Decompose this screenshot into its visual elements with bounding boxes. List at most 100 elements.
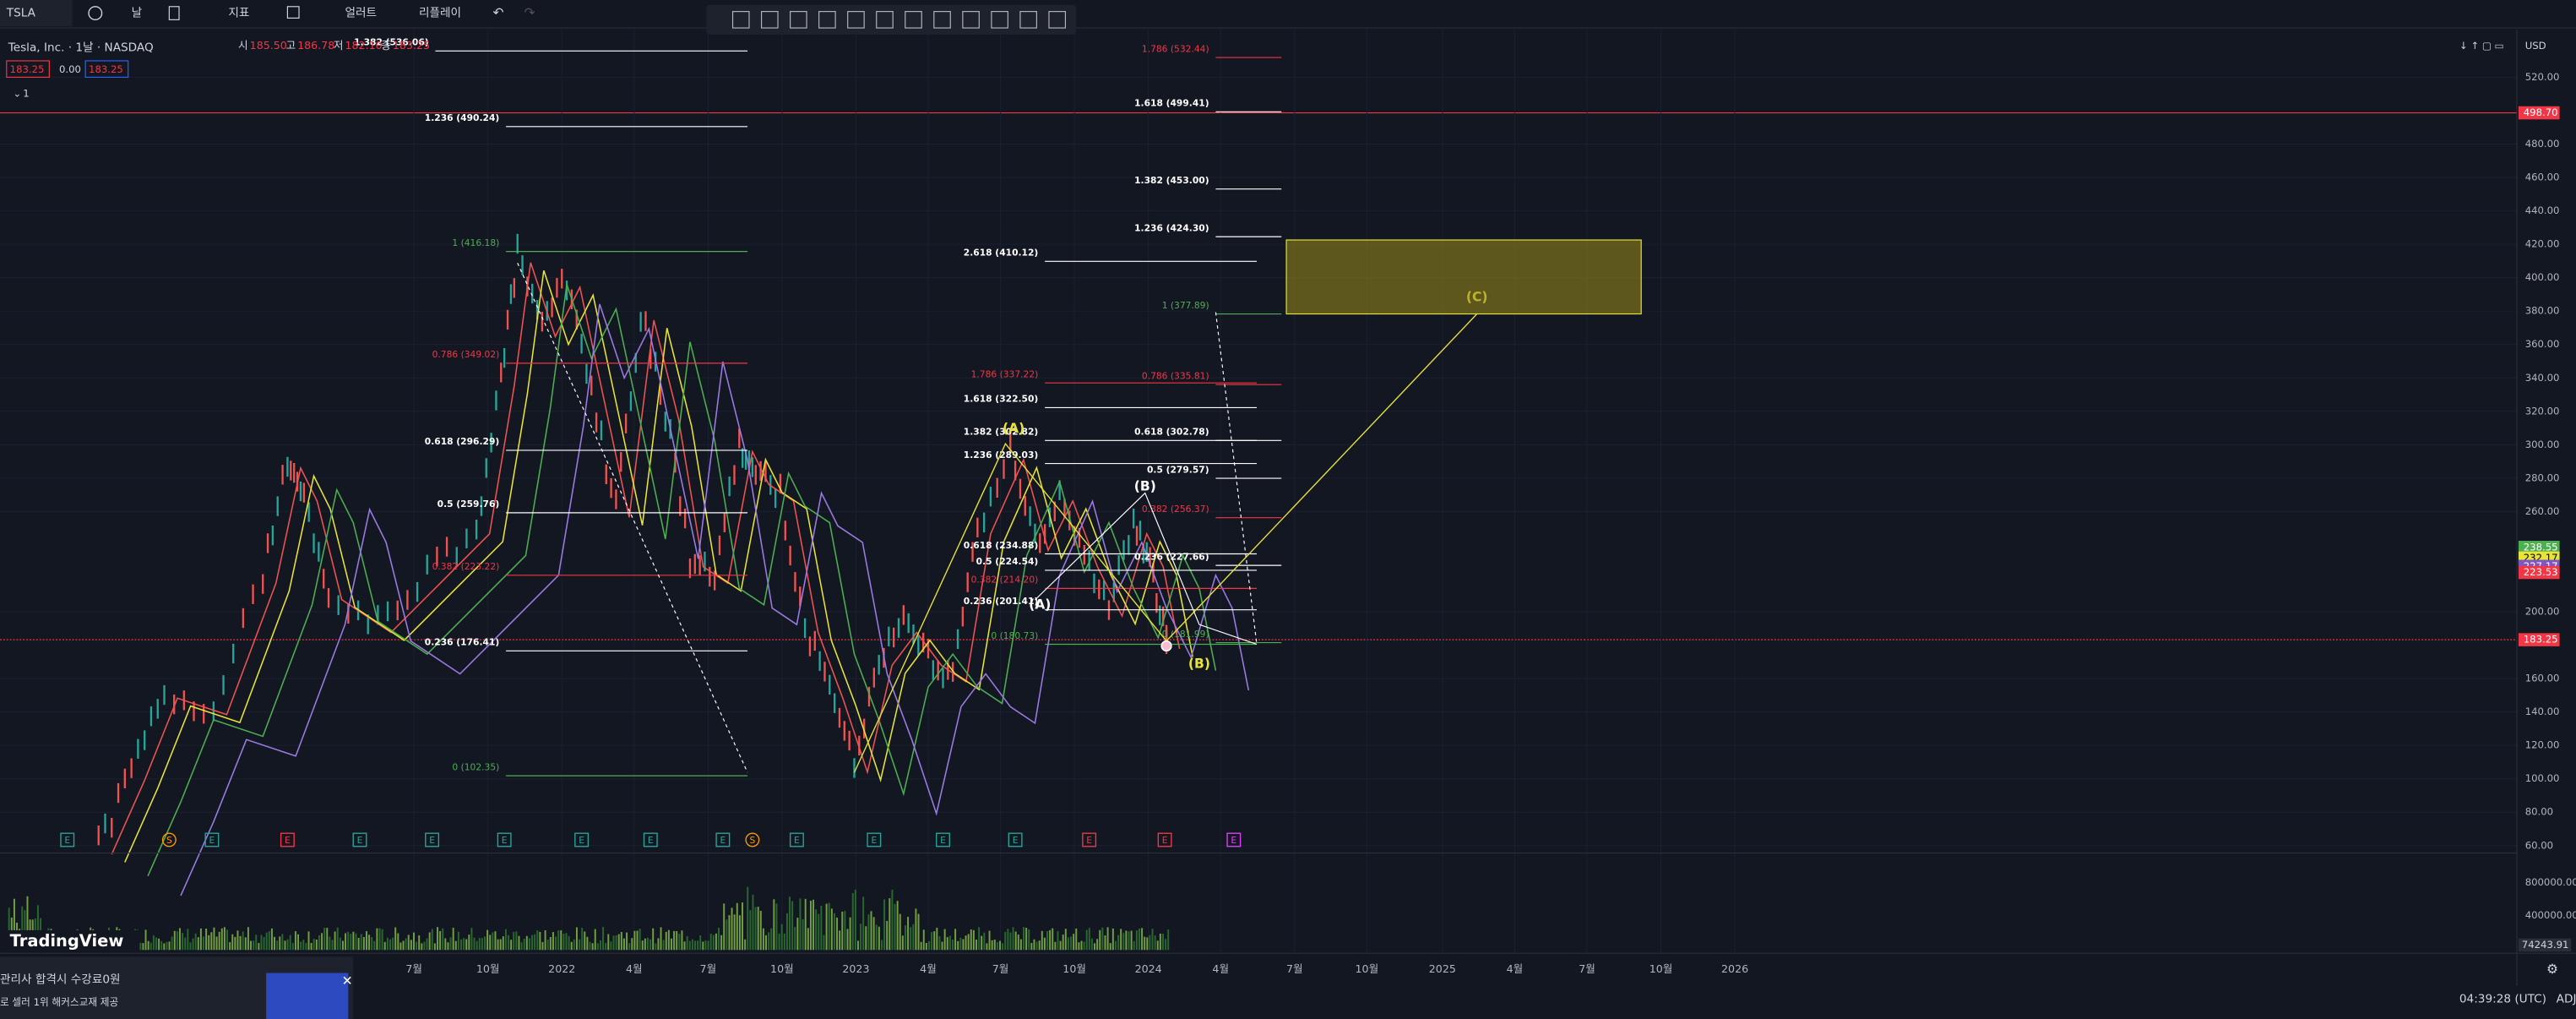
alerts-button[interactable]: 얼러트 <box>345 7 377 20</box>
tradingview-logo[interactable]: TradingView <box>10 931 124 951</box>
ohlc: 시 185.50고 186.78저 182.10종 183.25 <box>238 39 430 52</box>
volume-bar <box>978 927 981 951</box>
volume-bar <box>465 939 468 951</box>
volume-bar <box>1023 927 1024 951</box>
volume-bar <box>568 935 570 951</box>
volume-bar <box>442 928 444 951</box>
event-marker <box>161 832 177 847</box>
volume-bar <box>552 932 554 951</box>
volume-bar <box>628 943 631 951</box>
volume-bar <box>641 940 644 951</box>
volume-bar <box>720 935 723 951</box>
ad-line2[interactable]: 로 셀러 1위 해커스교재 제공 <box>0 996 118 1008</box>
volume-bar <box>655 943 657 951</box>
event-label: E <box>794 835 800 846</box>
redo[interactable]: ↷ <box>524 5 535 20</box>
volume-bar <box>676 930 678 951</box>
chart-type[interactable] <box>168 6 180 20</box>
fib-label: 0 (180.73) <box>991 630 1038 641</box>
volume-bar <box>665 931 667 951</box>
volume-bar <box>460 939 462 951</box>
time-label: 4월 <box>1212 962 1229 975</box>
indicators-button[interactable]: 지표 <box>228 7 249 20</box>
ad-close[interactable]: ✕ <box>342 973 353 989</box>
currency[interactable]: USD <box>2525 40 2546 52</box>
volume-bar <box>688 940 691 951</box>
fib-label: 0.236 (176.41) <box>425 637 500 648</box>
ad-line1[interactable]: 관리사 합격시 수강료0원 <box>0 973 121 986</box>
volume-bar <box>1104 935 1106 951</box>
ohlc-low_label: 저 <box>334 39 344 52</box>
symbol[interactable]: TSLA <box>6 7 36 20</box>
event-marker <box>280 832 295 847</box>
volume-bar <box>954 929 957 951</box>
volume-bar <box>255 935 258 951</box>
wave-label: (B) <box>1188 656 1210 671</box>
volume-bar <box>557 930 560 951</box>
event-marker <box>497 832 512 847</box>
interval[interactable]: 날 <box>132 7 143 20</box>
volume-bar <box>534 934 536 951</box>
settings[interactable]: ⚙ <box>2546 962 2558 977</box>
volume-bar <box>1117 935 1120 951</box>
axis-menu[interactable]: ↓ ↑ ▢ ▭ <box>2459 40 2504 52</box>
volume-bar <box>1106 927 1109 951</box>
volume-bar <box>836 917 839 951</box>
event-marker <box>60 832 75 847</box>
event-marker <box>715 832 731 847</box>
volume-bar <box>865 926 867 951</box>
fib-label: 0 (102.35) <box>452 761 499 772</box>
templates[interactable] <box>286 6 300 19</box>
ad-image[interactable] <box>266 973 349 1019</box>
volume-bar <box>742 902 743 951</box>
volume-bar <box>917 913 920 951</box>
volume-bar <box>562 934 565 951</box>
volume-bar <box>765 935 767 951</box>
symbol-search[interactable] <box>0 0 73 27</box>
event-label: E <box>357 835 363 846</box>
volume-bar <box>142 943 144 951</box>
volume-bar <box>525 935 528 951</box>
price-label: 60.00 <box>2525 839 2553 851</box>
volume-bar <box>667 929 670 951</box>
price-label: 280.00 <box>2525 471 2560 483</box>
event-label: E <box>648 835 654 846</box>
fib-label: 1.382 (302.82) <box>964 427 1039 438</box>
time-label: 10월 <box>476 962 500 975</box>
volume-bar <box>733 914 736 951</box>
volume-bar <box>731 907 733 951</box>
volume-bar <box>318 935 320 951</box>
volume-bar <box>447 942 449 951</box>
indicator-count[interactable]: 1 <box>23 87 29 99</box>
volume-bar <box>804 898 807 951</box>
volume-bar <box>560 930 562 951</box>
volume-bar <box>599 940 601 951</box>
price-label: 300.00 <box>2525 439 2560 450</box>
volume-bar <box>1067 937 1069 951</box>
collapse-toggle[interactable]: ⌄ <box>14 87 22 99</box>
ohlc-low: 182.10 <box>345 39 382 52</box>
volume-bar <box>428 932 431 951</box>
volume-bar <box>579 939 581 951</box>
replay-button[interactable]: 리플레이 <box>419 7 461 20</box>
add-symbol[interactable] <box>88 6 103 21</box>
volume-bar <box>13 898 15 951</box>
cursor-marker <box>1160 640 1172 652</box>
volume-bar <box>757 907 759 951</box>
adj-toggle[interactable]: ADJ <box>2557 993 2576 1006</box>
volume-bar <box>171 936 173 951</box>
volume-bar <box>494 931 497 951</box>
volume-bar <box>226 929 228 951</box>
volume-bar <box>818 913 820 951</box>
volume-bar <box>943 929 946 951</box>
volume-bar <box>931 932 933 951</box>
volume-bar <box>205 929 208 951</box>
price-label: 100.00 <box>2525 772 2560 784</box>
undo[interactable]: ↶ <box>493 5 504 20</box>
volume-bar <box>1135 930 1138 951</box>
fib-label: 0.382 (214.20) <box>971 575 1039 586</box>
fib-label: 0.786 (349.02) <box>432 349 500 360</box>
volume-bar <box>773 899 775 951</box>
fib-label: 0.786 (335.81) <box>1142 370 1209 381</box>
volume-bar <box>770 928 773 951</box>
